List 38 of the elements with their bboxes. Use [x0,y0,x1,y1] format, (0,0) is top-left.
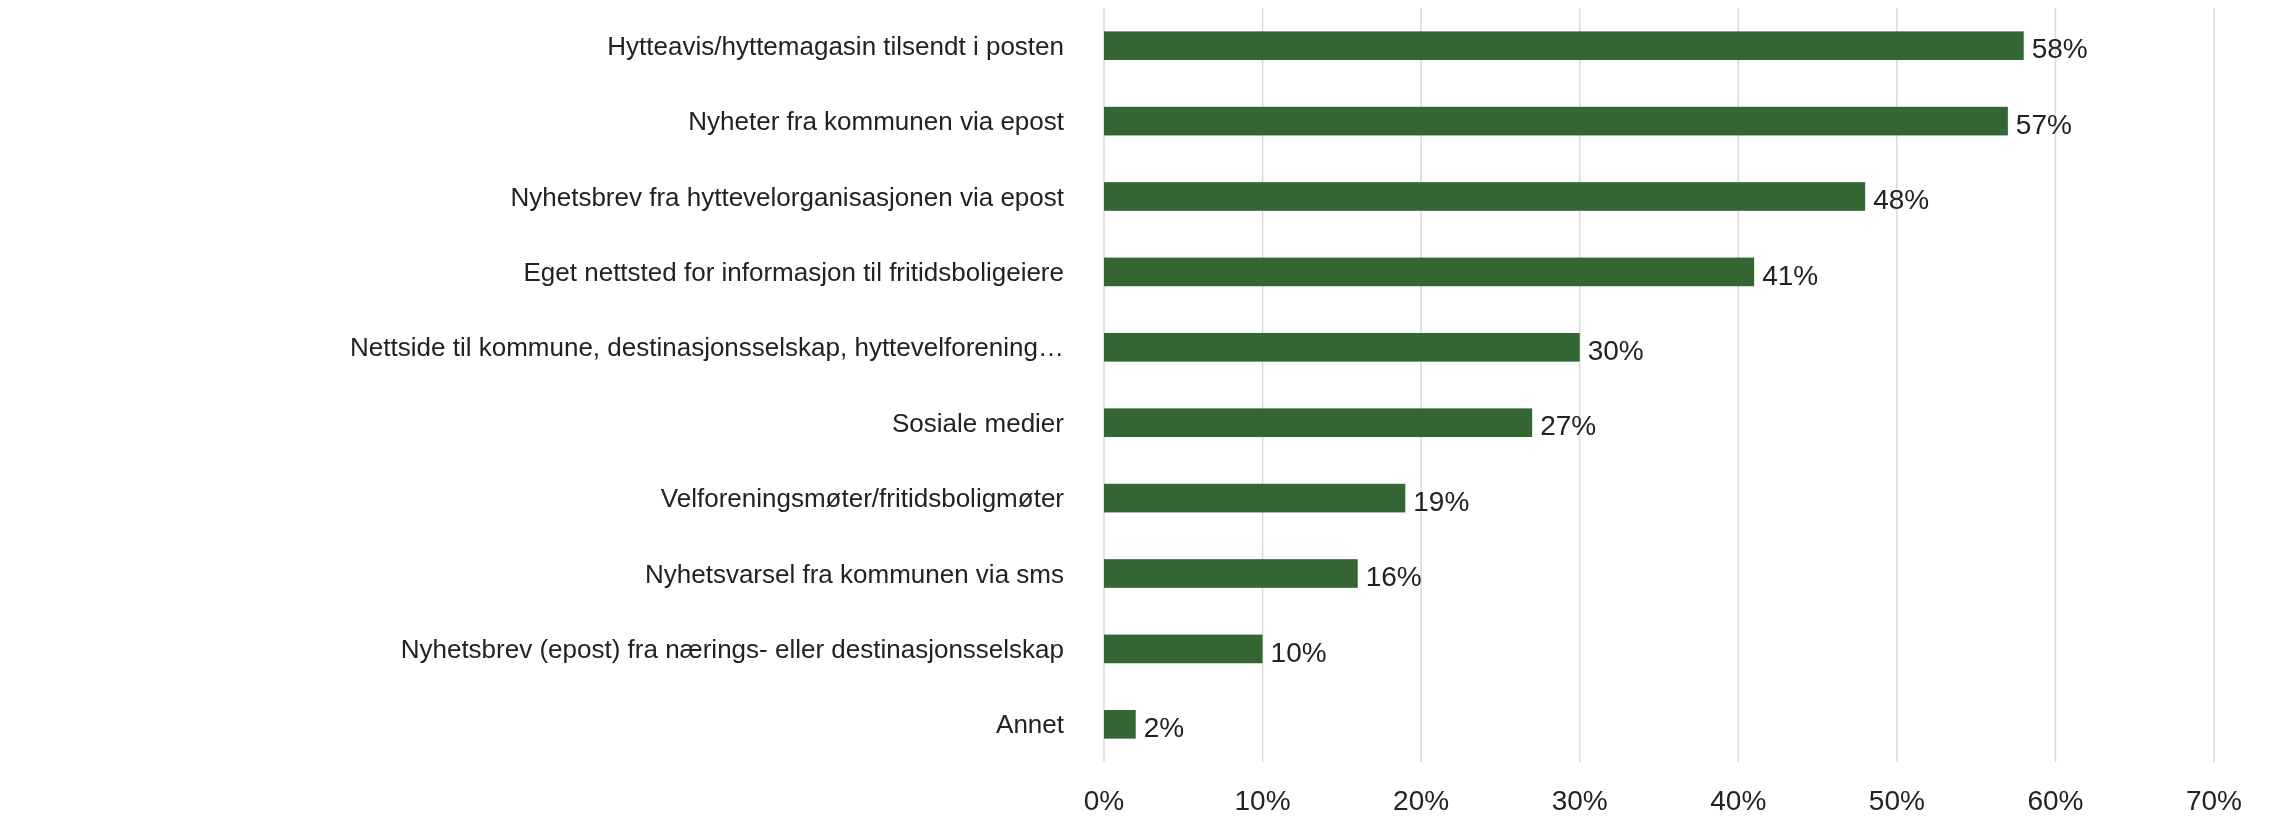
data-label: 41% [1762,259,1819,291]
y-tick-label: Nyheter fra kommunen via epost [688,106,1065,137]
data-label: 2% [1143,711,1185,743]
bar [1104,332,1580,362]
y-tick-label: Nyhetsbrev (epost) fra nærings- eller destinasjonsselskap [400,634,1064,664]
bar [1104,483,1406,513]
x-tick-label: 0% [1083,785,1125,816]
bar [1104,709,1136,739]
data-label: 57% [2015,108,2072,140]
bar [1104,634,1263,664]
bar [1104,106,2008,136]
data-label: 19% [1413,485,1470,517]
x-tick-label: 70% [2185,785,2243,816]
x-tick-label: 40% [1710,785,1767,816]
bar [1104,182,1866,211]
data-label: 58% [2031,33,2088,65]
data-label: 10% [1270,636,1327,668]
x-tick-label: 60% [2027,785,2084,816]
x-tick-label: 30% [1551,785,1608,816]
x-tick-label: 20% [1393,785,1450,816]
x-tick-label: 50% [1868,785,1925,816]
y-tick-label: Velforeningsmøter/fritidsboligmøter [660,483,1065,514]
y-tick-label: Nyhetsbrev fra hyttevelorganisasjonen via epost [510,181,1065,212]
bar [1104,31,2024,61]
y-tick-label: Nettside til kommune, destinasjonsselskap, hyttevelforening… [350,332,1064,363]
bar [1104,408,1533,438]
data-label: 27% [1540,410,1597,442]
y-tick-label: Eget nettsted for informasjon til fritidsboligeiere [523,257,1064,287]
data-label: 48% [1873,184,1930,216]
x-tick-label: 10% [1234,785,1291,816]
bar [1104,257,1755,287]
bar [1104,559,1358,588]
data-label: 30% [1587,334,1644,366]
y-tick-label: Sosiale medier [892,407,1065,438]
y-tick-label: Nyhetsvarsel fra kommunen via sms [644,558,1064,589]
y-tick-label: Annet [996,709,1065,740]
y-tick-label: Hytteavis/hyttemagasin tilsendt i posten [607,30,1064,61]
data-label: 16% [1365,561,1422,593]
